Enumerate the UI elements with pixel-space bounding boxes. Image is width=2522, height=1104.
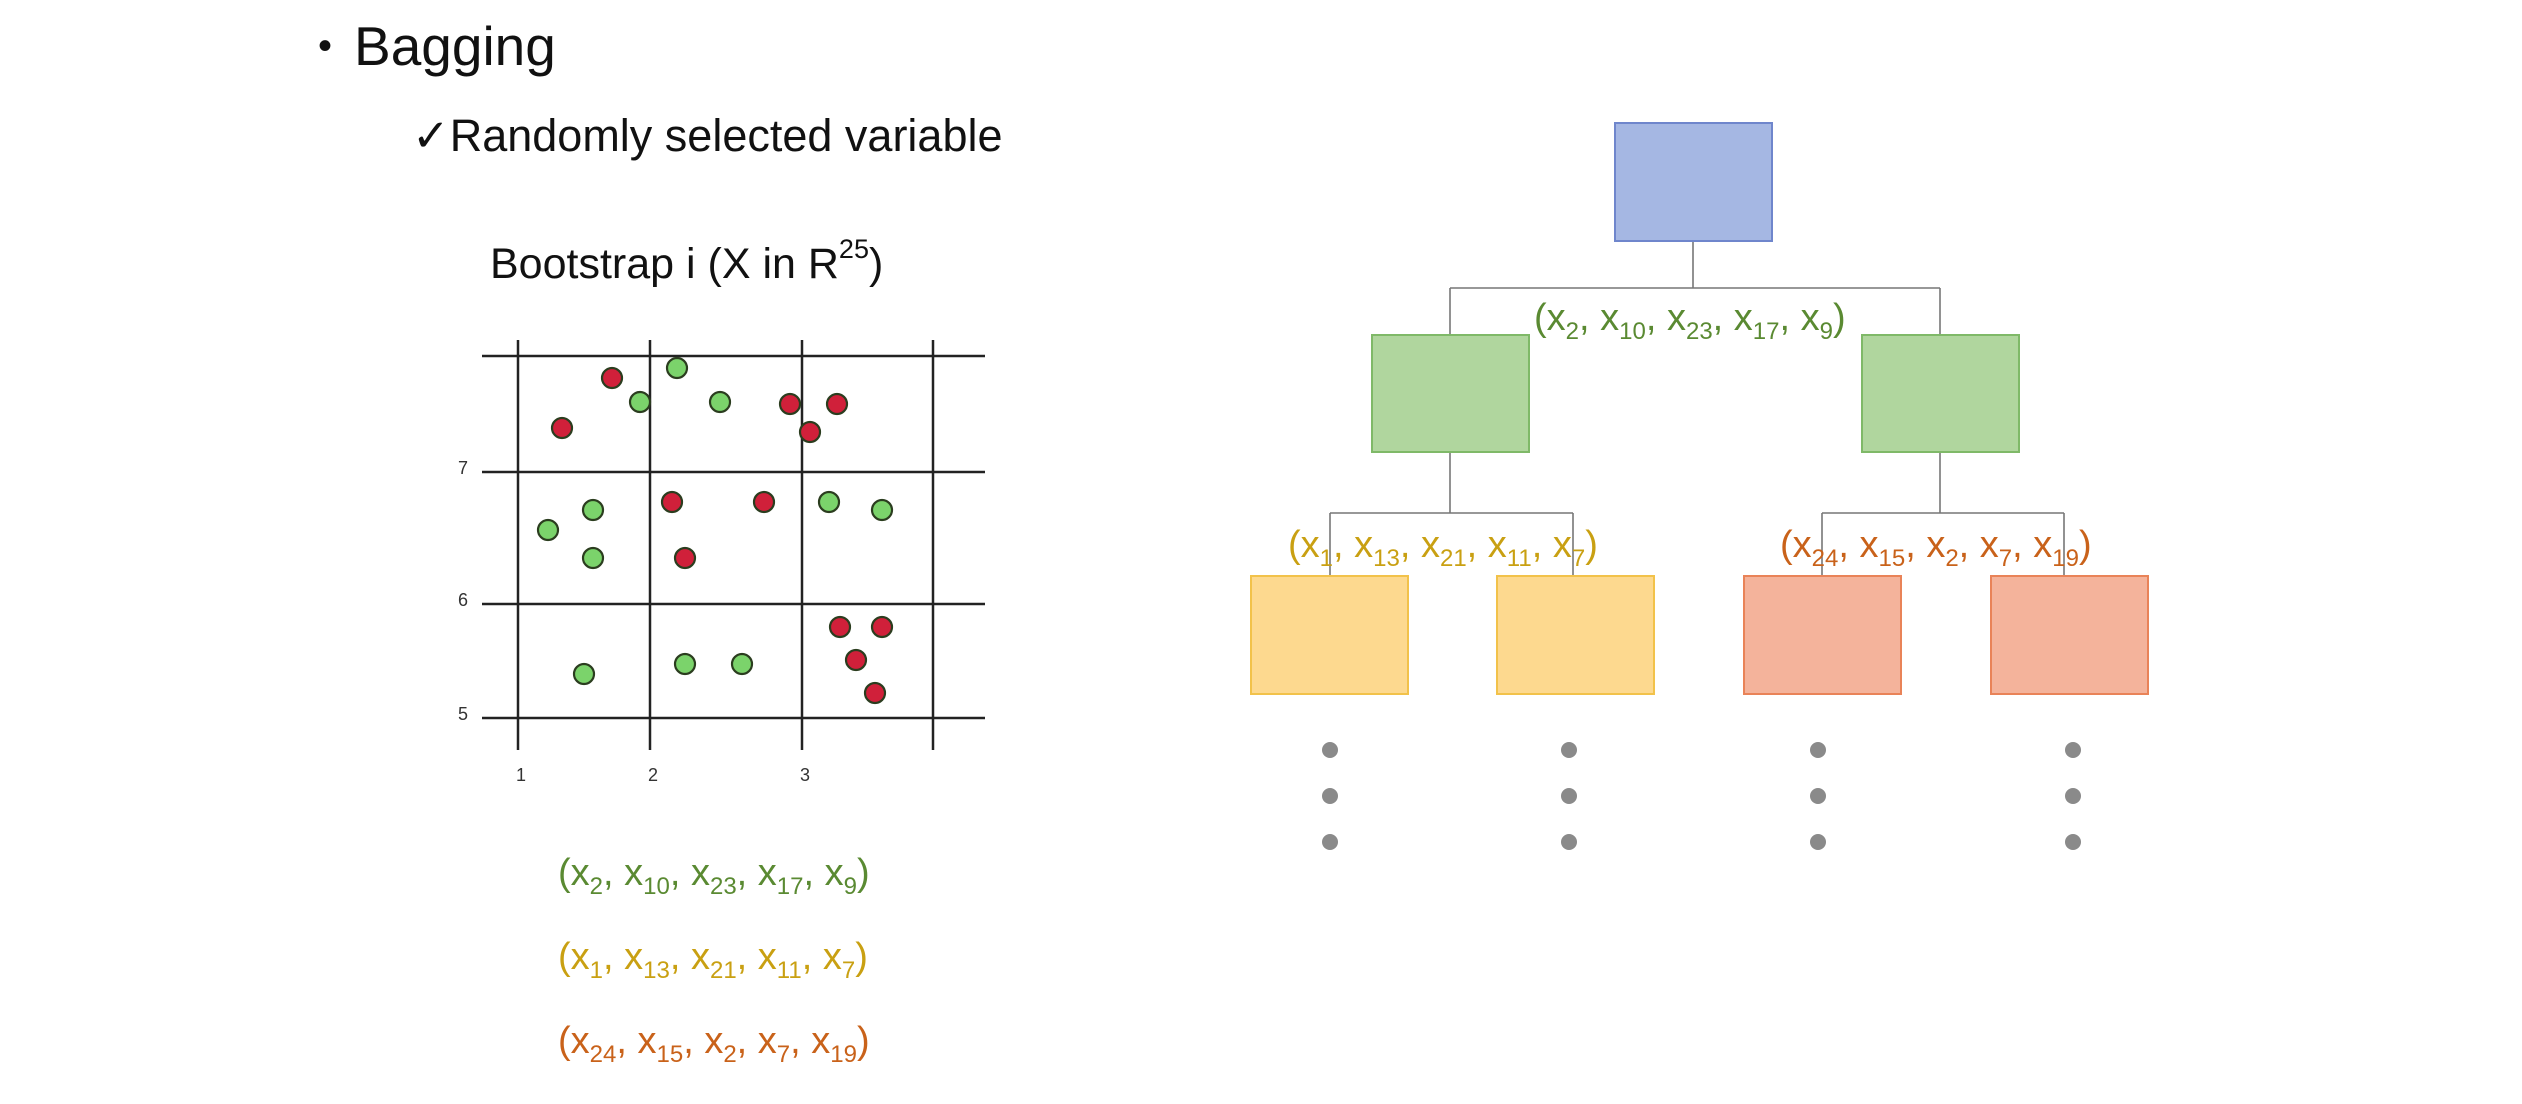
ellipsis-dot: [2065, 742, 2081, 758]
variable-term: x13: [624, 936, 670, 984]
tree-leaf-orange-2: [1990, 575, 2149, 695]
variable-term: x23: [690, 852, 737, 900]
tree-split-label-root: (x2, x10, x23, x17, x9): [1534, 297, 1846, 345]
variable-term: x7: [1979, 524, 2013, 572]
variable-term: x15: [637, 1020, 684, 1068]
variable-term: x9: [824, 852, 857, 900]
ellipsis-dot: [1322, 742, 1338, 758]
y-tick-label: 6: [458, 590, 468, 610]
scatter-point-green: [870, 498, 894, 522]
variable-term: x7: [757, 1020, 791, 1068]
tree-split-label-right: (x24, x15, x2, x7, x19): [1780, 524, 2092, 572]
ellipsis-dot: [1810, 788, 1826, 804]
ellipsis-dot: [1561, 788, 1577, 804]
variable-term: x19: [2033, 524, 2079, 572]
scatter-point-red: [798, 420, 822, 444]
scatter-point-red: [752, 490, 776, 514]
scatter-point-red: [660, 490, 684, 514]
tree-node-right: [1861, 334, 2020, 453]
y-tick-label: 7: [458, 458, 468, 478]
variable-term: x9: [1800, 297, 1833, 345]
variable-term: x17: [757, 852, 804, 900]
x-tick-label: 3: [800, 765, 810, 785]
variable-term: x23: [1666, 297, 1713, 345]
variable-term: x7: [1552, 524, 1586, 572]
ellipsis-dot: [1561, 834, 1577, 850]
scatter-point-green: [581, 546, 605, 570]
scatter-point-red: [828, 615, 852, 639]
scatter-point-green: [817, 490, 841, 514]
variable-term: x21: [1420, 524, 1467, 572]
variable-term: x11: [1487, 524, 1532, 572]
sequence-yellow-list: (x1, x13, x21, x11, x7): [558, 936, 868, 984]
variable-term: x15: [1859, 524, 1906, 572]
scatter-point-red: [778, 392, 802, 416]
y-tick-label: 5: [458, 704, 468, 724]
variable-term: x1: [1300, 524, 1334, 572]
scatter-point-red: [844, 648, 868, 672]
tree-leaf-yellow-2: [1496, 575, 1655, 695]
x-tick-label: 2: [648, 765, 658, 785]
scatter-point-red: [673, 546, 697, 570]
variable-term: x2: [570, 852, 604, 900]
sequence-green-list: (x2, x10, x23, x17, x9): [558, 852, 870, 900]
scatter-point-red: [550, 416, 574, 440]
tree-node-left: [1371, 334, 1530, 453]
scatter-point-green: [708, 390, 732, 414]
ellipsis-dot: [2065, 834, 2081, 850]
x-tick-label: 1: [516, 765, 526, 785]
bullet-dot-icon: •: [318, 24, 333, 68]
variable-term: x24: [1792, 524, 1839, 572]
variable-term: x2: [704, 1020, 737, 1068]
scatter-points: [536, 356, 894, 705]
scatter-point-red: [863, 681, 887, 705]
scatter-point-red: [870, 615, 894, 639]
variable-term: x21: [690, 936, 737, 984]
scatter-point-green: [730, 652, 754, 676]
scatter-point-red: [825, 392, 849, 416]
tree-root-node: [1614, 122, 1773, 242]
variable-term: x24: [570, 1020, 617, 1068]
ellipsis-dot: [2065, 788, 2081, 804]
scatter-point-green: [572, 662, 596, 686]
variable-term: x10: [1600, 297, 1646, 345]
variable-term: x1: [570, 936, 604, 984]
ellipsis-dot: [1810, 742, 1826, 758]
scatter-point-green: [665, 356, 689, 380]
variable-term: x17: [1733, 297, 1780, 345]
variable-term: x2: [1926, 524, 1959, 572]
sequence-orange-list: (x24, x15, x2, x7, x19): [558, 1020, 870, 1068]
variable-term: x10: [624, 852, 670, 900]
tree-split-label-left: (x1, x13, x21, x11, x7): [1288, 524, 1598, 572]
checkmark-icon: ✓: [412, 110, 450, 161]
scatter-point-green: [628, 390, 652, 414]
scatter-point-red: [600, 366, 624, 390]
ellipsis-dot: [1322, 788, 1338, 804]
variable-term: x11: [757, 936, 802, 984]
scatter-point-green: [673, 652, 697, 676]
tree-leaf-yellow-1: [1250, 575, 1409, 695]
bullet-label: Bagging: [354, 15, 556, 77]
ellipsis-dot: [1561, 742, 1577, 758]
scatter-point-green: [581, 498, 605, 522]
bootstrap-title: Bootstrap i (X in R25): [490, 234, 884, 289]
scatter-point-green: [536, 518, 560, 542]
sub-bullet-random-variable: ✓Randomly selected variable: [412, 104, 1003, 168]
tree-leaf-orange-1: [1743, 575, 1902, 695]
variable-term: x2: [1546, 297, 1580, 345]
variable-term: x7: [822, 936, 856, 984]
ellipsis-dot: [1322, 834, 1338, 850]
sub-bullet-label: Randomly selected variable: [449, 110, 1003, 161]
variable-term: x19: [811, 1020, 857, 1068]
variable-term: x13: [1354, 524, 1400, 572]
ellipsis-dot: [1810, 834, 1826, 850]
bullet-bagging: • Bagging: [318, 12, 556, 80]
